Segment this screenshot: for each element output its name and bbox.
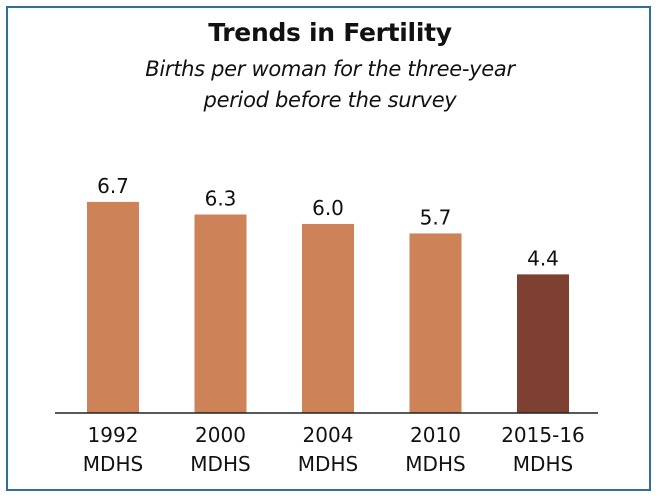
x-tick-label-4-line-1: 2015-16: [501, 423, 585, 447]
chart-subtitle-line-1: Births per woman for the three-year: [145, 57, 515, 81]
x-tick-label-0-line-1: 1992: [88, 423, 139, 447]
bar-0: [87, 201, 139, 413]
chart-title: Trends in Fertility: [208, 18, 452, 47]
x-tick-label-3-line-2: MDHS: [405, 452, 465, 476]
x-tick-label-1-line-2: MDHS: [190, 452, 250, 476]
data-label-4: 4.4: [527, 246, 559, 270]
data-label-0: 6.7: [97, 174, 129, 198]
data-label-3: 5.7: [420, 205, 452, 229]
x-tick-label-1-line-1: 2000: [195, 423, 246, 447]
data-label-1: 6.3: [205, 187, 237, 211]
chart-subtitle-line-2: period before the survey: [203, 88, 457, 112]
x-tick-label-2-line-1: 2004: [303, 423, 354, 447]
x-tick-label-4-line-2: MDHS: [513, 452, 573, 476]
bar-1: [194, 214, 247, 413]
x-tick-label-3-line-1: 2010: [410, 423, 461, 447]
bar-2: [302, 223, 354, 413]
data-label-2: 6.0: [312, 196, 344, 220]
x-tick-label-0-line-2: MDHS: [83, 452, 143, 476]
x-tick-label-2-line-2: MDHS: [298, 452, 358, 476]
bar-4: [517, 274, 569, 413]
bar-3: [409, 233, 462, 413]
